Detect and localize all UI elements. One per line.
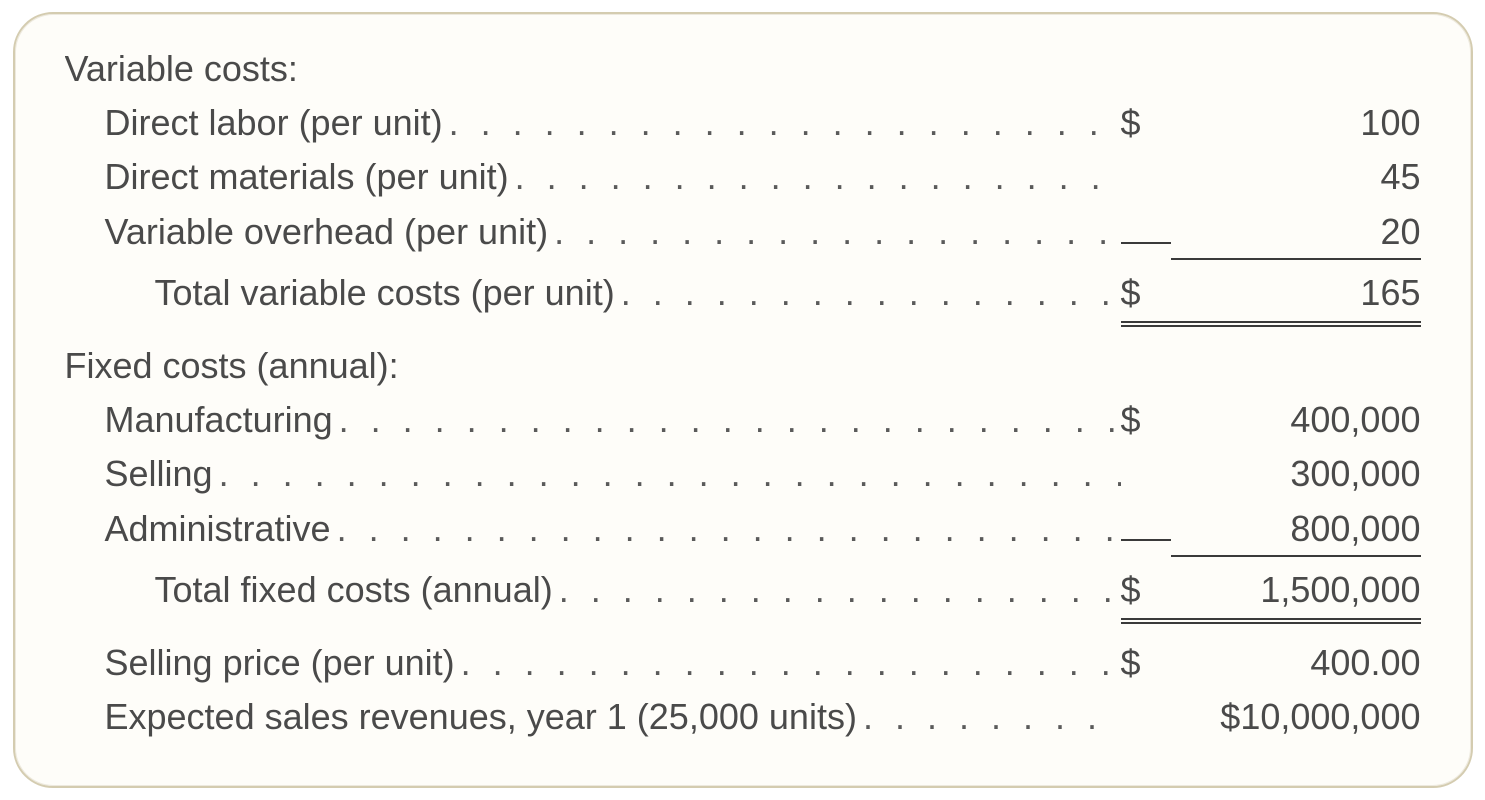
direct-labor-currency: $ xyxy=(1121,98,1171,148)
total-fixed-costs-label: Total fixed costs (annual) xyxy=(155,565,553,615)
direct-labor-row: Direct labor (per unit) . . . . . . . . … xyxy=(65,98,1421,148)
variable-costs-heading: Variable costs: xyxy=(65,44,298,94)
total-variable-costs-row: Total variable costs (per unit) . . . . … xyxy=(65,268,1421,322)
total-variable-costs-value-group: $ 165 xyxy=(1121,268,1421,322)
manufacturing-value: 400,000 xyxy=(1171,395,1421,445)
leader-dots: . . . . . . . . . . . . . . . . . . . . … xyxy=(331,504,1121,554)
leader-dots: . . . . . . . . . . . . . . . . . . . . … xyxy=(455,638,1121,688)
manufacturing-row: Manufacturing . . . . . . . . . . . . . … xyxy=(65,395,1421,445)
direct-materials-label: Direct materials (per unit) xyxy=(105,152,509,202)
variable-overhead-label: Variable overhead (per unit) xyxy=(105,207,549,257)
total-fixed-costs-value-group: $ 1,500,000 xyxy=(1121,565,1421,619)
fixed-costs-heading: Fixed costs (annual): xyxy=(65,341,399,391)
total-fixed-costs-currency: $ xyxy=(1121,565,1171,615)
administrative-value: 800,000 xyxy=(1171,504,1421,557)
direct-materials-value: 45 xyxy=(1171,152,1421,202)
administrative-row: Administrative . . . . . . . . . . . . .… xyxy=(65,504,1421,557)
direct-materials-row: Direct materials (per unit) . . . . . . … xyxy=(65,152,1421,202)
direct-labor-value: 100 xyxy=(1171,98,1421,148)
total-fixed-costs-row: Total fixed costs (annual) . . . . . . .… xyxy=(65,565,1421,619)
variable-overhead-value: 20 xyxy=(1171,207,1421,260)
leader-dots: . . . . . . . . . . . . . . . . . . . . … xyxy=(509,152,1121,202)
administrative-label: Administrative xyxy=(105,504,331,554)
selling-price-currency: $ xyxy=(1121,638,1171,688)
leader-dots: . . . . . . . . . . . . . . . . . . . . … xyxy=(213,449,1121,499)
leader-dots: . . . . . . . . . . . . . . . . . . . . … xyxy=(548,207,1120,257)
cost-table-card: Variable costs: Direct labor (per unit) … xyxy=(13,12,1473,789)
total-variable-costs-label: Total variable costs (per unit) xyxy=(155,268,615,318)
leader-dots: . . . . . . . . . . . . . . . . . . . . … xyxy=(615,268,1121,318)
selling-price-row: Selling price (per unit) . . . . . . . .… xyxy=(65,638,1421,688)
selling-price-label: Selling price (per unit) xyxy=(105,638,455,688)
variable-overhead-currency xyxy=(1121,241,1171,244)
leader-dots: . . . . . . . . . . . . . . . . . . . . … xyxy=(443,98,1121,148)
manufacturing-label: Manufacturing xyxy=(105,395,333,445)
selling-label: Selling xyxy=(105,449,213,499)
selling-value: 300,000 xyxy=(1171,449,1421,499)
leader-dots: . . . . . . . . . . . . . . . . . . . . … xyxy=(553,565,1121,615)
direct-labor-label: Direct labor (per unit) xyxy=(105,98,443,148)
manufacturing-currency: $ xyxy=(1121,395,1171,445)
total-variable-costs-value: 165 xyxy=(1171,268,1421,318)
expected-sales-value: $10,000,000 xyxy=(1171,692,1421,742)
fixed-costs-heading-row: Fixed costs (annual): xyxy=(65,341,1421,391)
leader-dots: . . . . . . . . . . . . . . . . . . . . … xyxy=(857,692,1121,742)
administrative-currency xyxy=(1121,538,1171,541)
selling-price-value: 400.00 xyxy=(1171,638,1421,688)
total-fixed-costs-value: 1,500,000 xyxy=(1171,565,1421,615)
total-variable-costs-currency: $ xyxy=(1121,268,1171,318)
variable-overhead-row: Variable overhead (per unit) . . . . . .… xyxy=(65,207,1421,260)
selling-row: Selling . . . . . . . . . . . . . . . . … xyxy=(65,449,1421,499)
expected-sales-row: Expected sales revenues, year 1 (25,000 … xyxy=(65,692,1421,742)
expected-sales-label: Expected sales revenues, year 1 (25,000 … xyxy=(105,692,857,742)
leader-dots: . . . . . . . . . . . . . . . . . . . . … xyxy=(333,395,1121,445)
variable-costs-heading-row: Variable costs: xyxy=(65,44,1421,94)
